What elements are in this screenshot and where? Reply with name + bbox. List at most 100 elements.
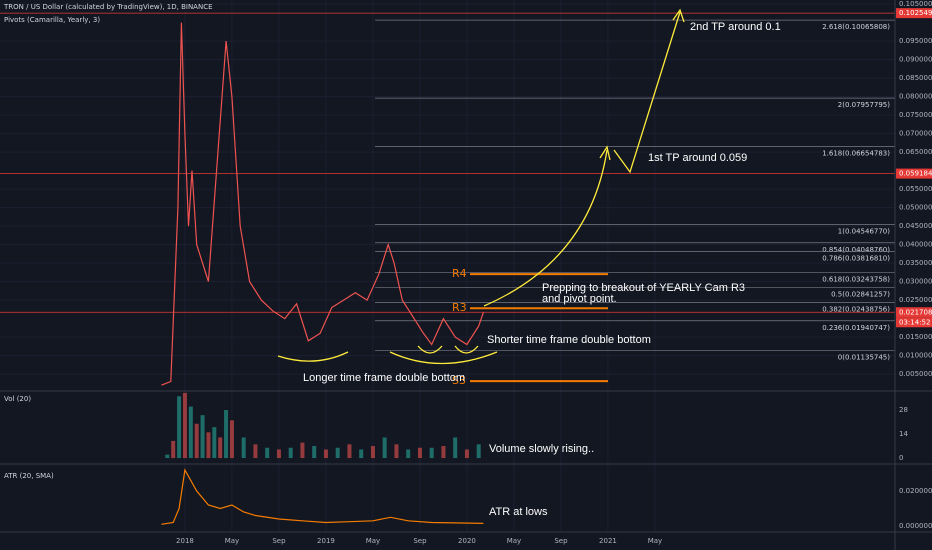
arrow-head — [599, 145, 611, 161]
y-tick-label: 0.06500000 — [899, 148, 932, 156]
x-tick-label: May — [366, 537, 380, 545]
volume-bar — [265, 447, 270, 459]
x-tick-label: 2021 — [599, 537, 617, 545]
volume-bar — [464, 449, 469, 459]
volume-bar — [182, 392, 187, 459]
fib-label: 0.236(0.01940747) — [822, 324, 890, 332]
y-tick-label: 0.04500000 — [899, 222, 932, 230]
fib-label: 1(0.04546770) — [838, 227, 890, 235]
long-bottom-arc — [277, 351, 349, 362]
fib-label: 0.618(0.03243758) — [822, 276, 890, 284]
y-tick-label: 28 — [899, 406, 908, 414]
y-tick-label: 0.01500000 — [899, 333, 932, 341]
volume-bar — [288, 447, 293, 459]
y-tick-label: 0.07500000 — [899, 111, 932, 119]
volume-bar — [276, 449, 281, 459]
annotation: and pivot point. — [542, 293, 617, 305]
y-tick-label: 0.03500000 — [899, 259, 932, 267]
y-tick-label: 0.09500000 — [899, 37, 932, 45]
bottom-arc — [454, 345, 479, 354]
volume-bar — [370, 446, 375, 459]
annotation: ATR at lows — [489, 506, 548, 518]
volume-bar — [218, 437, 223, 459]
arrow-curve — [483, 149, 608, 307]
y-tick-label: 0.05000000 — [899, 204, 932, 212]
bottom-arc — [417, 345, 443, 354]
volume-bar — [453, 437, 458, 459]
pivot-label: R3 — [452, 301, 467, 314]
price-label: 0.10254947 — [899, 9, 932, 17]
fib-label: 2.618(0.10065808) — [822, 23, 890, 31]
fib-label: 0.854(0.04048760) — [822, 246, 890, 254]
annotation: Shorter time frame double bottom — [487, 334, 651, 346]
volume-bar — [241, 437, 246, 459]
volume-bar — [171, 440, 176, 459]
arrow-path — [613, 11, 681, 174]
volume-bar — [224, 410, 229, 459]
annotation: 2nd TP around 0.1 — [690, 21, 781, 33]
fib-label: 0.5(0.02841257) — [831, 290, 890, 298]
y-tick-label: 0.03000000 — [899, 278, 932, 286]
x-tick-label: May — [648, 537, 662, 545]
volume-bar — [312, 446, 317, 459]
x-tick-label: Sep — [413, 537, 427, 545]
volume-bar — [212, 427, 217, 459]
y-tick-label: 0.10500000 — [899, 0, 932, 8]
y-tick-label: 0.02000000 — [899, 487, 932, 495]
y-tick-label: 0.01000000 — [899, 352, 932, 360]
y-tick-label: 0.00000000 — [899, 522, 932, 530]
arrow-head — [672, 8, 685, 23]
volume-bar — [323, 449, 328, 459]
fib-label: 2(0.07957795) — [838, 101, 890, 109]
drawings — [277, 8, 685, 365]
x-tick-label: May — [225, 537, 239, 545]
volume-bar — [406, 449, 411, 459]
annotation: 1st TP around 0.059 — [648, 152, 747, 164]
price-label: 0.02170800 — [899, 308, 932, 316]
volume-title: Vol (20) — [4, 395, 31, 403]
y-tick-label: 0.04000000 — [899, 241, 932, 249]
series-line — [161, 468, 484, 525]
fib-label: 0.786(0.03816810) — [822, 254, 890, 262]
y-tick-label: 0.05500000 — [899, 185, 932, 193]
volume-bar — [165, 454, 170, 459]
series-line — [161, 22, 484, 386]
fib-label: 0.382(0.02438756) — [822, 305, 890, 313]
volume-bar — [417, 447, 422, 459]
y-tick-label: 0.08000000 — [899, 93, 932, 101]
x-tick-label: May — [507, 537, 521, 545]
y-tick-label: 0.00500000 — [899, 370, 932, 378]
volume-bar — [200, 415, 205, 459]
symbol-title: TRON / US Dollar (calculated by TradingV… — [3, 3, 213, 11]
x-tick-label: 2020 — [458, 537, 476, 545]
y-tick-label: 0 — [899, 454, 903, 462]
pivot-label: R4 — [452, 267, 467, 280]
volume-bar — [429, 447, 434, 459]
price-label-bg — [896, 8, 932, 19]
y-tick-label: 0.07000000 — [899, 130, 932, 138]
volume-bar — [382, 437, 387, 459]
countdown: 03:14:52 — [899, 318, 930, 326]
volume-bar — [335, 447, 340, 459]
y-tick-label: 0.02500000 — [899, 296, 932, 304]
short-bottom-arc — [389, 351, 498, 365]
y-tick-label: 0.08500000 — [899, 74, 932, 82]
atr-title: ATR (20, SMA) — [4, 472, 54, 480]
pivot-label: S3 — [452, 374, 466, 387]
volume-bar — [394, 444, 399, 459]
volume-bar — [229, 420, 234, 459]
indicator-title: Pivots (Camarilla, Yearly, 3) — [4, 16, 100, 24]
annotation: Longer time frame double bottom — [303, 372, 465, 384]
volume-bar — [300, 442, 305, 459]
volume-bar — [476, 444, 481, 459]
annotation: Volume slowly rising.. — [489, 443, 594, 455]
fib-label: 0(0.01135745) — [838, 354, 890, 362]
x-tick-label: Sep — [272, 537, 286, 545]
volume-bar — [177, 396, 182, 459]
x-tick-label: 2018 — [176, 537, 194, 545]
price-label-bg — [896, 307, 932, 318]
volume-bar — [206, 432, 211, 459]
